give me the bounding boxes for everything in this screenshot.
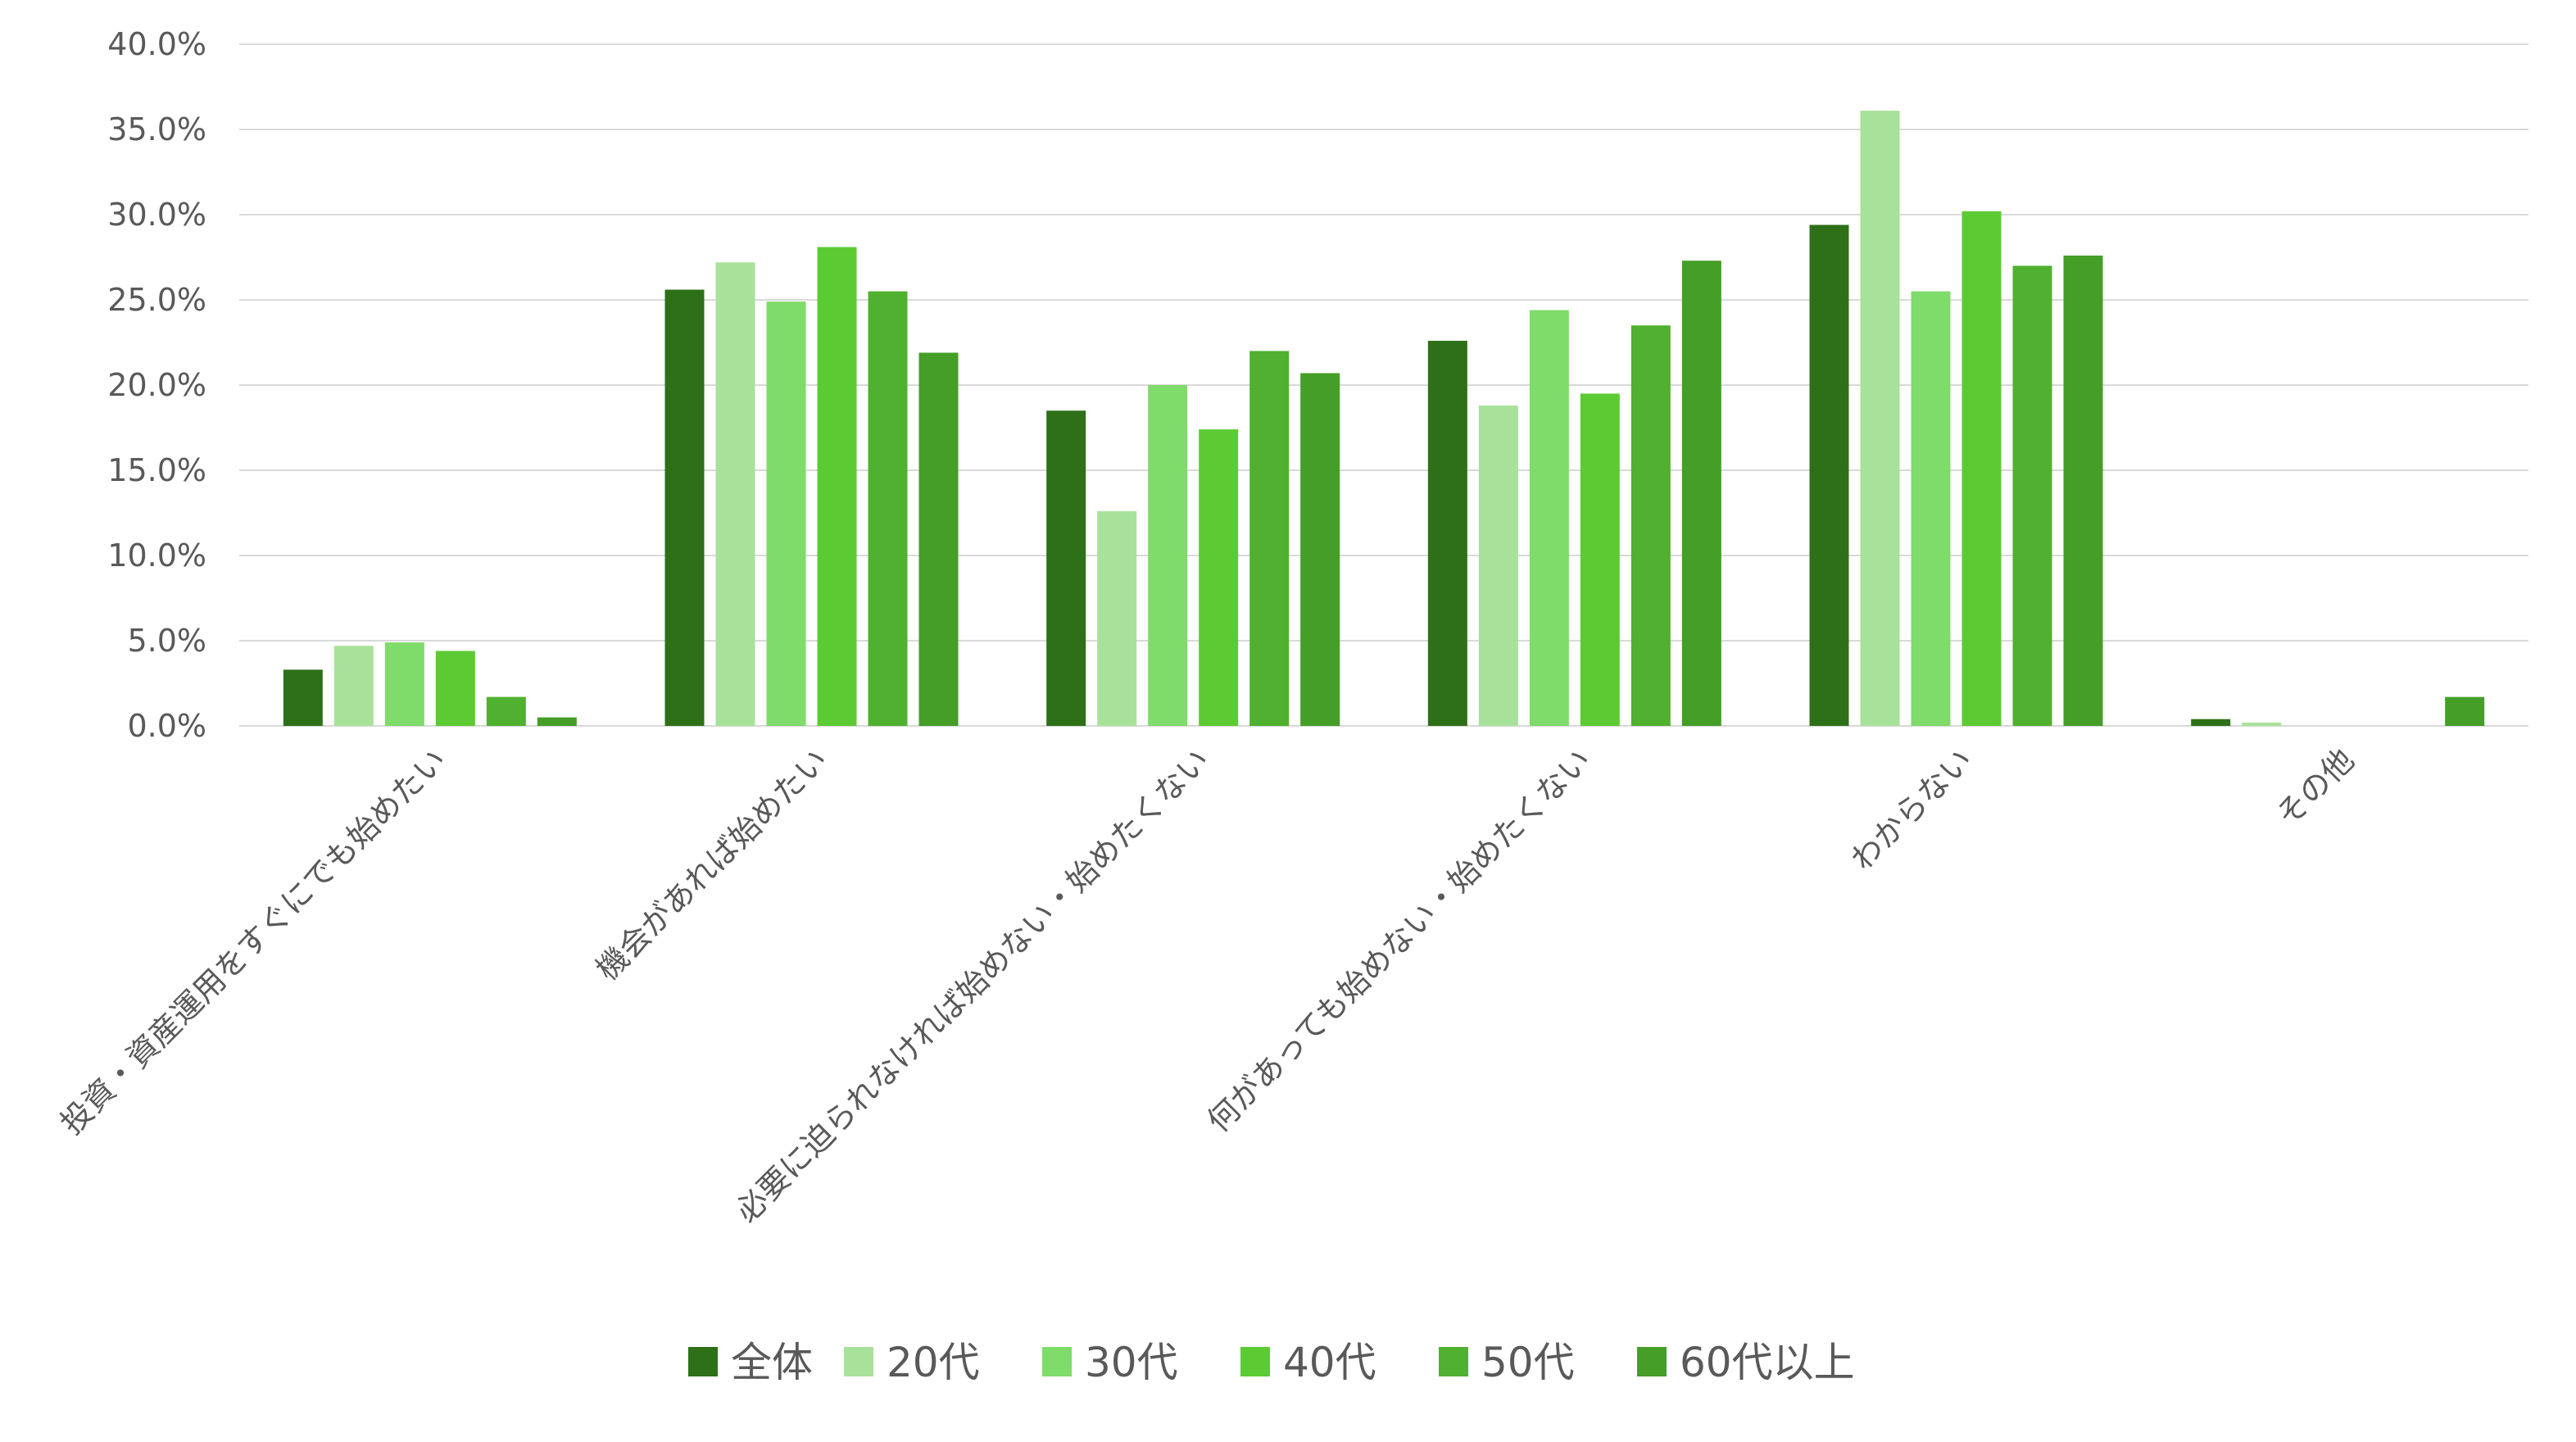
bar xyxy=(817,247,857,726)
legend-label: 30代 xyxy=(1085,1339,1178,1386)
bar xyxy=(1478,405,1518,726)
bar xyxy=(384,642,424,726)
y-tick-label: 20.0% xyxy=(107,367,206,403)
gridlines xyxy=(239,43,2528,727)
legend-swatch xyxy=(1637,1347,1667,1376)
legend-label: 全体 xyxy=(731,1339,813,1386)
bar xyxy=(715,262,755,726)
legend-item: 全体 xyxy=(688,1339,813,1386)
y-axis-ticks: 0.0% 5.0% 10.0% 15.0% 20.0% 25.0% 30.0% 35.0% 40… xyxy=(107,26,206,744)
bar xyxy=(1580,393,1620,726)
legend-swatch xyxy=(1240,1347,1270,1376)
y-tick-label: 35.0% xyxy=(107,111,206,147)
bar xyxy=(2242,722,2282,726)
x-axis-ticks: 投資・資産運用をすぐにでも始めたい 機会があれば始めたい必要に迫られなければ始めな… xyxy=(53,741,2361,1229)
bar xyxy=(1046,410,1086,726)
bar xyxy=(1961,211,2002,727)
bar xyxy=(1148,385,1188,726)
bar xyxy=(2445,696,2485,726)
bar xyxy=(486,696,526,726)
bar xyxy=(1681,261,1721,726)
x-tick-label: 何があっても始めない・始めたくない xyxy=(1200,741,1598,1139)
bar xyxy=(2012,265,2052,726)
bar xyxy=(1529,310,1569,726)
bar xyxy=(1630,325,1671,726)
legend-swatch xyxy=(1439,1347,1468,1376)
legend-label: 50代 xyxy=(1481,1339,1575,1386)
legend-swatch xyxy=(688,1347,718,1376)
bar xyxy=(1427,340,1467,726)
bar xyxy=(1860,111,1900,726)
bar xyxy=(1911,291,1951,727)
legend-item: 60代以上 xyxy=(1637,1339,1855,1386)
bar xyxy=(333,646,374,726)
bar xyxy=(283,669,323,726)
y-tick-label: 30.0% xyxy=(107,197,206,233)
legend-item: 40代 xyxy=(1240,1339,1376,1386)
legend-item: 30代 xyxy=(1042,1339,1178,1386)
bar xyxy=(766,302,806,727)
legend: 全体 20代 30代 40代 50代 60代以上 xyxy=(688,1339,1855,1386)
bar xyxy=(1300,373,1340,726)
legend-label: 20代 xyxy=(887,1339,980,1386)
bar xyxy=(1097,510,1137,726)
bar xyxy=(1249,351,1290,726)
bar xyxy=(664,289,705,726)
bar xyxy=(435,651,475,726)
bar xyxy=(1809,224,1849,727)
y-tick-label: 5.0% xyxy=(127,623,206,659)
legend-item: 50代 xyxy=(1439,1339,1575,1386)
bars xyxy=(283,111,2485,727)
bar xyxy=(2063,255,2103,726)
x-tick-label: 必要に迫られなければ始めない・始めたくない xyxy=(728,741,1216,1229)
x-tick-label: 投資・資産運用をすぐにでも始めたい xyxy=(53,741,453,1141)
bar xyxy=(1199,429,1239,726)
y-tick-label: 40.0% xyxy=(107,26,206,62)
y-tick-label: 15.0% xyxy=(107,452,206,488)
bar xyxy=(868,291,908,727)
y-tick-label: 10.0% xyxy=(107,537,206,574)
y-tick-label: 25.0% xyxy=(107,282,206,318)
bar xyxy=(2191,719,2231,726)
bar xyxy=(537,717,577,726)
legend-item: 20代 xyxy=(844,1339,980,1386)
legend-swatch xyxy=(1042,1347,1072,1376)
x-tick-label: わからない xyxy=(1844,741,1979,877)
x-tick-label: 機会があれば始めたい xyxy=(589,741,835,987)
legend-label: 40代 xyxy=(1283,1339,1376,1386)
y-tick-label: 0.0% xyxy=(127,708,206,744)
bar xyxy=(918,352,959,726)
x-tick-label: その他 xyxy=(2270,741,2361,833)
legend-label: 60代以上 xyxy=(1680,1339,1855,1386)
legend-swatch xyxy=(844,1347,873,1376)
